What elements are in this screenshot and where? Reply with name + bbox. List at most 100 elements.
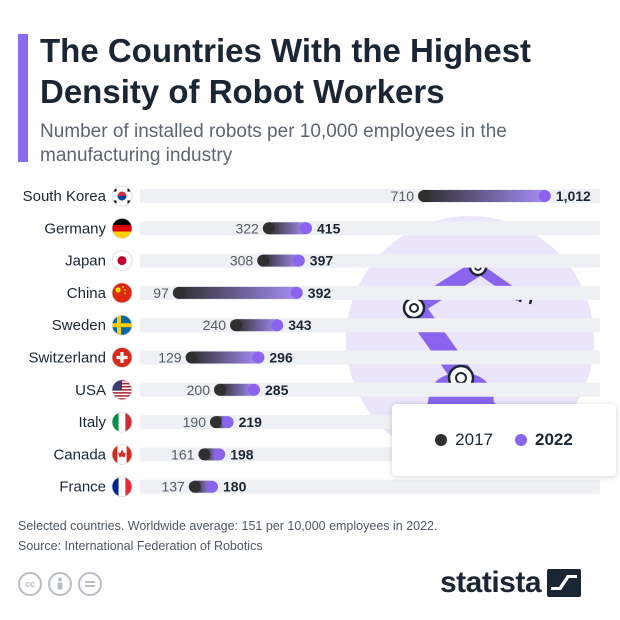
value-label-2022: 285: [265, 382, 289, 398]
japan-flag-icon: [111, 250, 133, 271]
cc-icon[interactable]: cc: [18, 572, 42, 596]
point-2022: [292, 254, 305, 267]
value-label-2017: 322: [235, 220, 259, 236]
value-label-2022: 198: [230, 446, 254, 462]
point-2017: [172, 286, 185, 299]
dumbbell-connector: [424, 190, 545, 202]
china-flag-icon: [111, 282, 133, 304]
value-label-2017: 190: [183, 414, 207, 430]
legend-dot-2017: [435, 434, 448, 446]
brand-name: statista: [440, 566, 542, 599]
footnote-note: Selected countries. Worldwide average: 1…: [18, 519, 438, 533]
value-label-2022: 392: [308, 285, 332, 301]
point-2022: [271, 319, 284, 332]
nd-icon[interactable]: [78, 572, 102, 596]
row-track: [140, 253, 600, 268]
point-2022: [221, 416, 234, 429]
dumbbell-connector: [178, 286, 297, 299]
country-label: France: [59, 479, 106, 496]
sweden-flag-icon-ring: [111, 314, 133, 336]
legend-item-2022: 2022: [515, 430, 573, 450]
chart-row: Japan 308 397: [65, 250, 600, 271]
value-label-2022: 219: [239, 414, 263, 430]
canada-flag-icon-ring: [111, 443, 133, 465]
point-2017: [198, 448, 211, 461]
china-flag-icon-ring: [111, 282, 133, 304]
italy-flag-icon: [111, 411, 133, 433]
usa-flag-icon-ring: [111, 379, 133, 401]
value-label-2022: 343: [288, 317, 312, 333]
country-label: Canada: [53, 446, 106, 463]
point-2017: [185, 351, 198, 364]
legend-item-2017: 2017: [435, 430, 493, 450]
chart-row: Germany 322 415: [44, 217, 600, 239]
statista-logo[interactable]: statista: [440, 566, 582, 600]
france-flag-icon: [111, 476, 133, 498]
south-korea-flag-icon-ring: [111, 185, 133, 207]
dumbbell-connector: [268, 222, 306, 235]
point-2017: [262, 222, 275, 235]
switzerland-flag-icon: [111, 347, 133, 368]
chart-legend: 2017 2022: [392, 404, 616, 476]
point-2022: [290, 286, 303, 299]
country-label: USA: [75, 382, 106, 399]
value-label-2022: 1,012: [556, 188, 591, 204]
value-label-2022: 296: [269, 350, 293, 366]
page-subtitle: Number of installed robots per 10,000 em…: [40, 121, 507, 166]
by-icon[interactable]: [48, 572, 72, 596]
country-label: Japan: [65, 253, 106, 270]
point-2017: [230, 319, 242, 332]
country-label: Italy: [78, 414, 106, 431]
point-2022: [248, 383, 260, 396]
france-flag-icon-ring: [111, 476, 133, 498]
value-label-2017: 137: [161, 479, 185, 495]
point-2017: [418, 190, 430, 202]
country-label: Sweden: [52, 317, 106, 334]
point-2022: [538, 190, 551, 202]
value-label-2017: 161: [171, 446, 195, 462]
dumbbell-chart: South Korea 710 1,012 Germany 322 415 Japan 308…: [23, 185, 612, 498]
dumbbell-connector: [263, 254, 299, 267]
dumbbell-connector: [220, 383, 254, 396]
japan-flag-icon-ring: [111, 250, 133, 271]
robot-joint-elbow: [402, 296, 426, 320]
value-label-2017: 97: [153, 285, 169, 301]
value-label-2022: 397: [310, 253, 334, 269]
legend-label-2017: 2017: [455, 430, 493, 449]
robot-joint-elbow-inner: [409, 303, 419, 313]
point-2017: [257, 254, 270, 267]
page-title: The Countries With the Highest Density o…: [40, 32, 532, 110]
point-2017: [210, 416, 222, 429]
point-2022: [206, 480, 218, 493]
point-2022: [252, 351, 265, 364]
germany-flag-icon: [111, 217, 133, 239]
value-label-2017: 240: [203, 317, 227, 333]
row-track: [140, 479, 600, 494]
country-label: South Korea: [23, 188, 107, 205]
legend-dot-2022: [515, 434, 527, 446]
switzerland-flag-icon-ring: [111, 347, 133, 368]
value-label-2022: 415: [317, 220, 341, 236]
point-2022: [300, 222, 312, 235]
italy-flag-icon-ring: [111, 411, 133, 433]
south-korea-flag-icon: [111, 185, 133, 207]
chart-row: USA 200 285: [75, 379, 600, 401]
dumbbell-connector: [236, 319, 278, 332]
point-2022: [213, 448, 226, 461]
footnote-source: Source: International Federation of Robo…: [18, 539, 263, 553]
statista-logo-icon: [547, 569, 582, 597]
row-track: [140, 221, 600, 236]
chart-row: Sweden 240 343: [52, 314, 600, 336]
point-2017: [188, 480, 201, 493]
value-label-2017: 129: [158, 350, 182, 366]
sweden-flag-icon: [111, 314, 133, 336]
chart-row: Switzerland 129 296: [28, 347, 600, 368]
chart-row: South Korea 710 1,012: [23, 185, 600, 207]
license-icons: cc: [18, 572, 102, 596]
value-label-2017: 200: [187, 382, 211, 398]
point-2017: [214, 383, 226, 396]
dumbbell-connector: [191, 351, 259, 364]
canada-flag-icon: [111, 443, 133, 465]
country-label: Switzerland: [28, 350, 106, 367]
value-label-2017: 308: [230, 253, 254, 269]
